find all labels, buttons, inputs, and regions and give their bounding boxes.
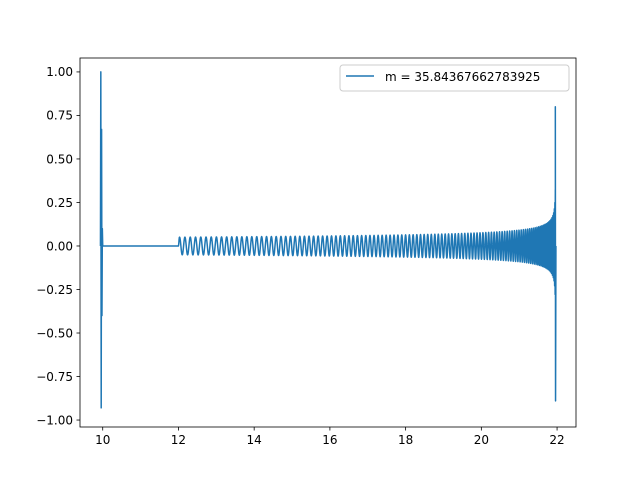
y-tick-label: −1.00 [36, 413, 73, 427]
y-tick-label: 0.25 [46, 196, 73, 210]
legend-label: m = 35.84367662783925 [385, 70, 540, 84]
series-line [99, 71, 557, 409]
y-tick-label: −0.25 [36, 283, 73, 297]
y-tick-label: 0.75 [46, 109, 73, 123]
x-tick-label: 10 [95, 433, 110, 447]
y-tick-label: 0.00 [46, 239, 73, 253]
x-tick-label: 12 [171, 433, 186, 447]
x-tick-label: 14 [247, 433, 262, 447]
legend-box [339, 64, 570, 92]
plot-area [99, 71, 557, 409]
x-tick-label: 16 [322, 433, 337, 447]
axes: 10 12 14 16 18 20 22 1.00 0.75 0.50 0.25 0.00 −0.25 −… [36, 57, 577, 447]
x-tick-label: 20 [474, 433, 489, 447]
legend: m = 35.84367662783925 [339, 64, 570, 92]
y-tick-label: −0.75 [36, 370, 73, 384]
x-tick-label: 22 [549, 433, 564, 447]
x-tick-label: 18 [398, 433, 413, 447]
y-tick-label: −0.50 [36, 326, 73, 340]
y-tick-label: 1.00 [46, 65, 73, 79]
axes-frame [79, 57, 577, 428]
y-tick-label: 0.50 [46, 152, 73, 166]
